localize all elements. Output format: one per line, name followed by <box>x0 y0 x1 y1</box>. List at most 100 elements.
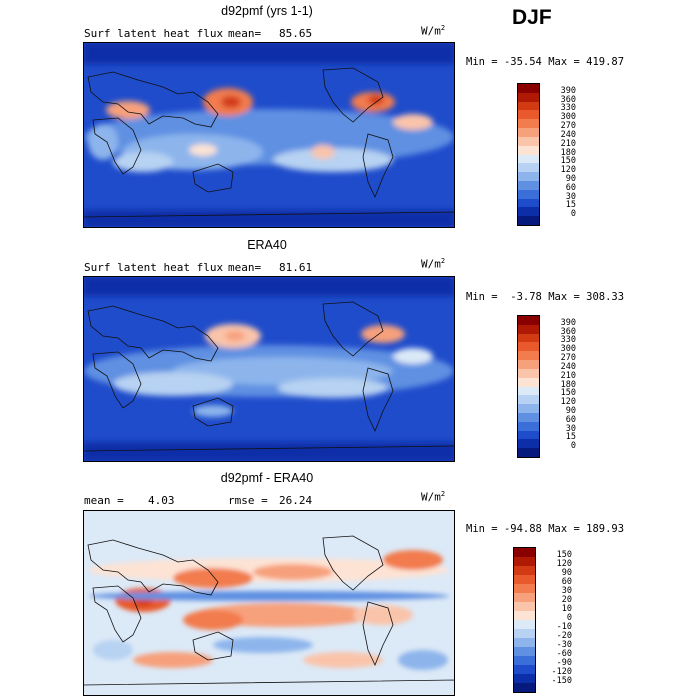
colorbar-swatch <box>518 342 539 352</box>
colorbar-tick-label: -10 <box>556 622 572 632</box>
colorbar-swatch <box>518 439 539 449</box>
colorbar-swatch <box>518 377 539 387</box>
colorbar-tick-label: 30 <box>561 586 572 596</box>
colorbar-swatch <box>514 575 535 584</box>
colorbar-swatch <box>518 316 539 325</box>
colorbar-tick-label: 15 <box>565 200 576 211</box>
colorbar-swatch <box>518 448 539 457</box>
colorbar-swatch <box>518 128 539 137</box>
colorbar-tick-label: -90 <box>556 658 572 668</box>
colorbar-swatch <box>514 593 535 602</box>
colorbar-tick-label: 60 <box>565 182 576 193</box>
colorbar-tick-label: 150 <box>560 388 576 399</box>
colorbar-tick-label: -30 <box>556 640 572 650</box>
colorbar-tick-label: 60 <box>565 414 576 425</box>
colorbar-swatch <box>518 324 539 334</box>
colorbar-tick-label: 390 <box>560 317 576 328</box>
panel-1-units-exp: 2 <box>440 24 446 32</box>
colorbar-tick-label: 90 <box>561 568 572 578</box>
panel-1-colorbar <box>517 83 540 226</box>
panel-2-mean-label: mean= <box>228 261 262 274</box>
panel-1-variable-label: Surf latent heat flux <box>84 27 224 40</box>
panel-2-min-max: Min = -3.78 Max = 308.33 <box>466 291 624 303</box>
panel-3-colorbar <box>513 547 536 693</box>
colorbar-swatch <box>514 602 535 611</box>
colorbar-swatch <box>514 566 535 575</box>
colorbar-tick-label: 90 <box>565 405 576 416</box>
colorbar-tick-label: 210 <box>560 138 576 149</box>
panel-3-mean-value: 4.03 <box>148 494 175 507</box>
panel-1-units: W/m2 <box>421 24 445 38</box>
colorbar-swatch <box>514 665 535 674</box>
colorbar-tick-label: 390 <box>560 85 576 96</box>
colorbar-tick-label: 180 <box>560 147 576 158</box>
panel-1-colorbar-ticks: 390 360 330 300 270 240 210 180 150 120 90 60 30 15 0 <box>540 83 576 224</box>
colorbar-swatch <box>518 163 539 173</box>
colorbar-tick-label: 0 <box>570 441 576 452</box>
panel-3-units-base: W/m <box>421 490 441 504</box>
colorbar-swatch <box>518 404 539 413</box>
panel-3-rmse-value: 26.24 <box>279 494 313 507</box>
colorbar-swatch <box>518 92 539 102</box>
colorbar-swatch <box>518 216 539 225</box>
colorbar-tick-label: 0 <box>570 209 576 220</box>
colorbar-swatch <box>518 395 539 405</box>
colorbar-swatch <box>518 412 539 422</box>
panel-2-variable-label: Surf latent heat flux <box>84 261 224 274</box>
colorbar-tick-label: 120 <box>560 397 576 408</box>
colorbar-tick-label: 30 <box>565 191 576 202</box>
colorbar-tick-label: 300 <box>560 344 576 355</box>
colorbar-swatch <box>514 548 535 557</box>
colorbar-swatch <box>514 656 535 665</box>
colorbar-swatch <box>514 674 535 683</box>
panel-2-units-exp: 2 <box>440 257 446 265</box>
colorbar-swatch <box>518 172 539 181</box>
panel-1-min-label: Min = <box>466 56 498 68</box>
panel-2-units: W/m2 <box>421 257 445 271</box>
panel-1-map <box>83 42 455 228</box>
colorbar-tick-label: 270 <box>560 121 576 132</box>
colorbar-swatch <box>518 207 539 217</box>
panel-3-max-value: 189.93 <box>586 523 625 535</box>
panel-3-min-label: Min = <box>466 523 498 535</box>
colorbar-swatch <box>518 154 539 164</box>
panel-2-min-label: Min = <box>466 291 498 303</box>
colorbar-swatch <box>518 198 539 208</box>
panel-3-min-value: -94.88 <box>503 523 542 535</box>
colorbar-tick-label: -20 <box>556 631 572 641</box>
colorbar-tick-label: 90 <box>565 173 576 184</box>
panel-1-min-value: -35.54 <box>503 56 542 68</box>
panel-1-min-max: Min = -35.54 Max = 419.87 <box>466 56 624 68</box>
panel-1-max-label: Max = <box>548 56 580 68</box>
colorbar-swatch <box>518 368 539 378</box>
panel-3-rmse-label: rmse = <box>228 494 268 507</box>
panel-1-mean-value: 85.65 <box>279 27 313 40</box>
colorbar-swatch <box>518 136 539 146</box>
colorbar-tick-label: 60 <box>561 577 572 587</box>
panel-3-max-label: Max = <box>548 523 580 535</box>
colorbar-tick-label: 10 <box>561 604 572 614</box>
colorbar-swatch <box>518 119 539 129</box>
colorbar-swatch <box>518 386 539 396</box>
colorbar-swatch <box>518 333 539 343</box>
panel-2-title: ERA40 <box>247 238 287 252</box>
colorbar-swatch <box>514 638 535 647</box>
panel-3-map <box>83 510 455 696</box>
colorbar-tick-label: 150 <box>560 156 576 167</box>
panel-2-mean-value: 81.61 <box>279 261 313 274</box>
colorbar-swatch <box>518 145 539 155</box>
panel-3-colorbar-ticks: 150 120 90 60 30 20 10 0 -10 -20 -30 -60 -90 -120 -150 <box>536 547 572 691</box>
panel-2-colorbar-ticks: 390 360 330 300 270 240 210 180 150 120 90 60 30 15 0 <box>540 315 576 456</box>
colorbar-swatch <box>514 611 535 620</box>
colorbar-tick-label: 0 <box>566 613 572 623</box>
colorbar-swatch <box>518 101 539 111</box>
colorbar-swatch <box>514 620 535 629</box>
panel-2-max-value: 308.33 <box>586 291 625 303</box>
colorbar-tick-label: -120 <box>551 667 572 677</box>
colorbar-tick-label: -60 <box>556 649 572 659</box>
panel-3-units-exp: 2 <box>440 490 446 498</box>
panel-1-mean-label: mean= <box>228 27 262 40</box>
colorbar-tick-label: 240 <box>560 361 576 372</box>
panel-3-min-max: Min = -94.88 Max = 189.93 <box>466 523 624 535</box>
panel-3-units: W/m2 <box>421 490 445 504</box>
